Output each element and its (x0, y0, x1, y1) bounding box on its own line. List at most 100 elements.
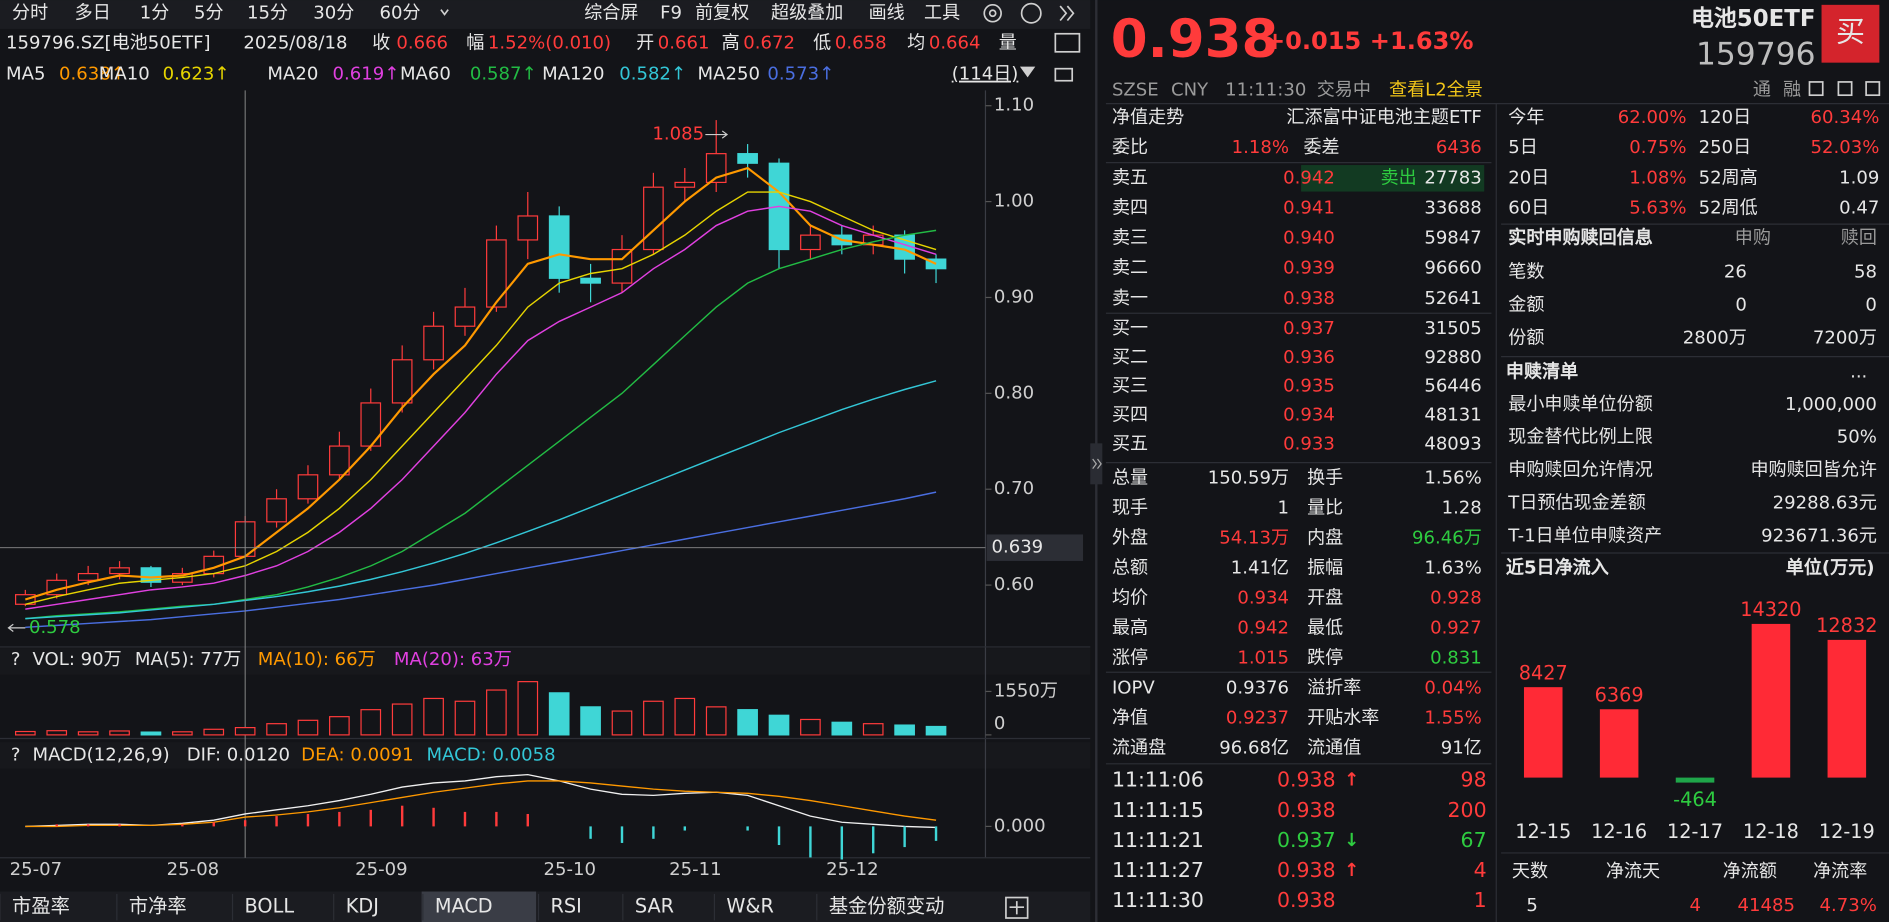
macd-bar (589, 826, 592, 839)
indicator-tab[interactable]: 市盈率 (12, 895, 70, 918)
row-value: 2800万 (1683, 328, 1747, 349)
change: +0.015 (1265, 27, 1361, 55)
ask-volume: 52641 (1424, 288, 1481, 309)
perf-value: 0.75% (1629, 137, 1686, 158)
tool-button[interactable]: 超级叠加 (771, 2, 843, 23)
x-tick-label: 25-08 (167, 859, 220, 880)
candle-body (140, 567, 162, 583)
macd-bar (86, 824, 90, 827)
stat-value: 0.04% (1424, 677, 1481, 698)
ask-volume: 96660 (1424, 258, 1481, 279)
ask-volume: 27783 (1424, 167, 1481, 188)
tool-button[interactable]: F9 (660, 2, 682, 23)
bid-volume: 48131 (1424, 405, 1481, 426)
stat-value: 0.927 (1430, 617, 1482, 638)
candle-body (109, 567, 130, 575)
tool-button[interactable]: 综合屏 (584, 2, 638, 23)
label: 委差 (1304, 137, 1340, 158)
more[interactable]: ... (1850, 361, 1867, 382)
summary-value: 4 (1690, 895, 1701, 916)
ma-line (25, 229, 937, 620)
volume-bar (611, 710, 633, 736)
bid-label: 买二 (1112, 347, 1148, 368)
summary-value: 41485 (1738, 895, 1795, 916)
period-tab[interactable]: 分时 (12, 2, 48, 23)
last-price: 0.938 (1111, 9, 1279, 70)
tool-button[interactable]: 工具 (924, 2, 960, 23)
stat-label: IOPV (1112, 677, 1155, 698)
candle-body (611, 248, 633, 284)
tool-button[interactable]: 画线 (869, 2, 905, 23)
volume-bar (140, 731, 162, 736)
ma-value: 0.573↑ (767, 64, 834, 85)
range[interactable]: (114日) (952, 64, 1019, 85)
period-tab[interactable]: 5分 (194, 2, 224, 23)
tick-time: 11:11:21 (1112, 828, 1204, 852)
stat-value: 0.9376 (1226, 677, 1289, 698)
stat-label: 流通盘 (1112, 737, 1166, 758)
field-label: 幅 (466, 32, 484, 53)
macd-bar (243, 820, 247, 827)
row-label: T日预估现金差额 (1507, 492, 1645, 513)
volume-bar (674, 697, 696, 736)
macd-bar (777, 826, 781, 846)
ask-price: 0.938 (1283, 288, 1335, 309)
stat-label: 最低 (1307, 617, 1343, 638)
perf-value: 62.00% (1618, 107, 1687, 128)
volume-bar (643, 700, 664, 736)
volume-bar (862, 723, 884, 736)
stat-label: 均价 (1112, 587, 1148, 608)
stat-value: 1.41亿 (1231, 557, 1289, 578)
ma-value: 0.623↑ (163, 64, 230, 85)
y-tick-label: 1550万 (994, 680, 1058, 701)
period-tab[interactable]: 1分 (140, 2, 170, 23)
field-value: 1.52%(0.010) (488, 32, 611, 53)
field-value: 0.664 (929, 32, 981, 53)
ask-flag: 卖出 (1381, 167, 1417, 188)
candle-body (423, 325, 444, 361)
indicator-tab[interactable]: 基金份额变动 (829, 895, 945, 918)
x-tick-label: 25-11 (669, 859, 722, 880)
field-label: 高 (722, 32, 740, 53)
row-value: 1,000,000 (1785, 394, 1877, 415)
stat-label: 总量 (1112, 467, 1148, 488)
period-tab[interactable]: 15分 (247, 2, 288, 23)
macd-bar (338, 811, 341, 827)
bid-label: 买三 (1112, 376, 1148, 397)
perf-value: 0.47 (1839, 197, 1879, 218)
tick-price: 0.938 (1277, 768, 1336, 792)
candle-body (391, 359, 413, 404)
summary-head: 净流额 (1723, 861, 1777, 882)
indicator-tab[interactable]: KDJ (346, 895, 379, 918)
tool-button[interactable]: 前复权 (695, 2, 749, 23)
ma-name: MA20 (267, 64, 318, 85)
status: 交易中 (1317, 79, 1371, 100)
macd-bar (903, 826, 906, 848)
indicator-tab[interactable]: SAR (635, 895, 674, 918)
indicator-tab[interactable]: 市净率 (129, 895, 187, 918)
indicator-tab[interactable]: RSI (551, 895, 582, 918)
indicator-tab[interactable]: BOLL (245, 895, 295, 918)
x-tick-label: 12-16 (1591, 820, 1647, 843)
x-tick-label: 25-07 (10, 859, 62, 880)
indicator-tab[interactable]: MACD (435, 895, 493, 918)
bid-label: 买一 (1112, 318, 1148, 339)
bid-price: 0.934 (1283, 405, 1335, 426)
toolbar-icons[interactable] (440, 2, 1881, 919)
stat-label: 净值 (1112, 707, 1148, 728)
buy-button[interactable] (1821, 4, 1880, 63)
candle-body (517, 215, 539, 241)
period-tab[interactable]: 30分 (313, 2, 354, 23)
stat-value: 1.28 (1442, 497, 1482, 518)
macd-stat: DIF: 0.0120 (187, 744, 290, 765)
period-tab[interactable]: 60分 (379, 2, 420, 23)
vol-header-bg (0, 648, 1091, 675)
buy-label[interactable]: 买 (1836, 15, 1865, 49)
indicator-tab[interactable]: W&R (726, 895, 773, 918)
period-tab[interactable]: 多日 (75, 2, 111, 23)
ma-line (25, 491, 937, 629)
l2-link[interactable]: 查看L2全景 (1389, 79, 1483, 100)
stat-label: 最高 (1112, 617, 1148, 638)
macd-bar (620, 826, 624, 843)
